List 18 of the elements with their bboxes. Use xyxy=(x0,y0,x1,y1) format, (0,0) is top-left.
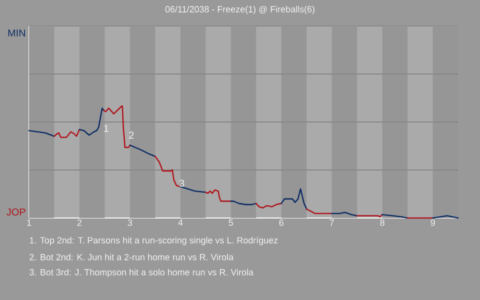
x-tick-label: 3 xyxy=(128,220,132,226)
x-tick-label: 1 xyxy=(27,220,32,226)
annotation: 1 xyxy=(104,124,108,132)
x-tick-label: 2 xyxy=(77,220,82,226)
text: JOP xyxy=(6,208,26,216)
x-tick-label: 7 xyxy=(330,220,334,226)
text: 3. Bot 3rd: J. Thompson hit a solo home run vs R. Virola xyxy=(30,268,254,278)
x-tick-label: 5 xyxy=(228,220,233,226)
text: MIN xyxy=(8,30,25,36)
chart-title: 06/11/2038 - Freeze(1) @ Fireballs(6) xyxy=(165,6,314,14)
annotation: 2 xyxy=(129,132,134,139)
annotation: 3 xyxy=(179,180,184,187)
x-tick-label: 9 xyxy=(430,220,435,226)
x-tick-label: 6 xyxy=(279,220,284,226)
x-tick-label: 4 xyxy=(178,220,183,226)
x-tick-label: 8 xyxy=(380,220,384,226)
text: 1. Top 2nd: T. Parsons hit a run-scoring single vs L. Rodríguez xyxy=(30,236,278,246)
text: 2. Bot 2nd: K. Jun hit a 2-run home run vs R. Virola xyxy=(30,254,234,260)
